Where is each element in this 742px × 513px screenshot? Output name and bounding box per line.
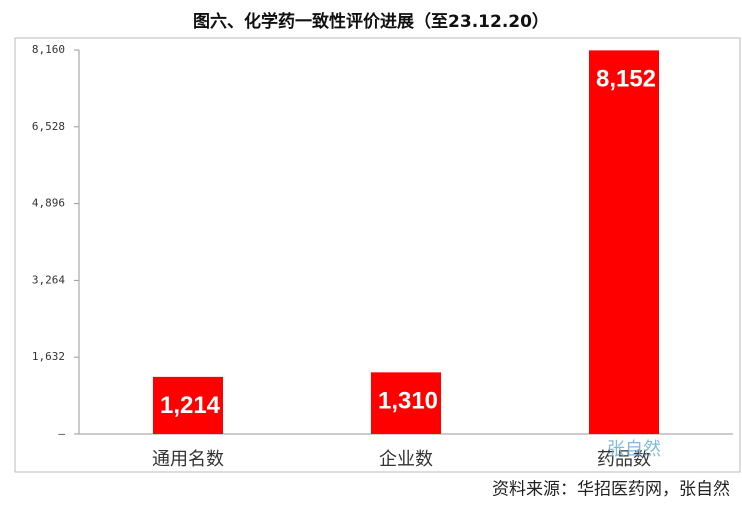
value-label: 8,152	[596, 66, 656, 93]
watermark: 张自然	[607, 439, 661, 460]
value-label: 1,310	[378, 388, 438, 415]
bar	[371, 372, 441, 434]
y-tick-label: –	[58, 427, 65, 440]
y-tick-label: 8,160	[32, 43, 65, 56]
y-tick-label: 6,528	[32, 120, 65, 133]
x-tick-label: 通用名数	[152, 449, 224, 470]
chart-border	[14, 37, 741, 473]
y-tick-label: 1,632	[32, 350, 65, 363]
y-tick-label: 4,896	[32, 197, 65, 210]
value-label: 1,214	[160, 392, 221, 419]
source-note: 资料来源：华招医药网，张自然	[492, 480, 730, 500]
chart-title: 图六、化学药一致性评价进展（至23.12.20）	[193, 11, 549, 32]
x-tick-label: 企业数	[379, 449, 433, 470]
y-tick-label: 3,264	[32, 273, 65, 286]
bar	[589, 50, 659, 435]
bar	[153, 376, 223, 434]
x-tick-label: 药品数	[597, 449, 651, 470]
